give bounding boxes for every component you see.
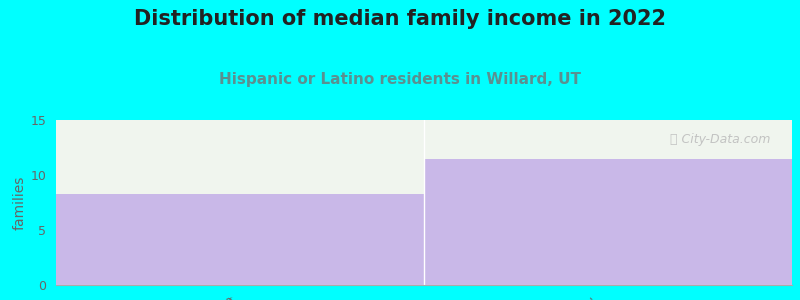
Text: Distribution of median family income in 2022: Distribution of median family income in …: [134, 9, 666, 29]
Y-axis label: families: families: [12, 175, 26, 230]
Bar: [56, 194, 424, 285]
Bar: [424, 158, 792, 285]
Text: Hispanic or Latino residents in Willard, UT: Hispanic or Latino residents in Willard,…: [219, 72, 581, 87]
Text: ⓘ City-Data.com: ⓘ City-Data.com: [670, 133, 770, 146]
